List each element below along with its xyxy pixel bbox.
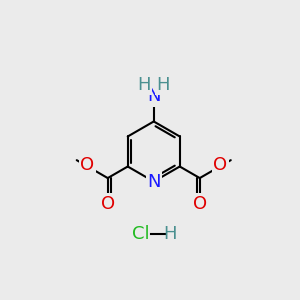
Text: N: N (147, 87, 160, 105)
Text: Cl: Cl (132, 224, 150, 242)
Text: H: H (157, 76, 170, 94)
Text: O: O (193, 195, 207, 213)
Text: H: H (137, 76, 151, 94)
Text: H: H (164, 224, 177, 242)
Text: O: O (101, 195, 115, 213)
Text: O: O (213, 156, 227, 174)
Text: N: N (147, 172, 160, 190)
Text: O: O (80, 156, 94, 174)
